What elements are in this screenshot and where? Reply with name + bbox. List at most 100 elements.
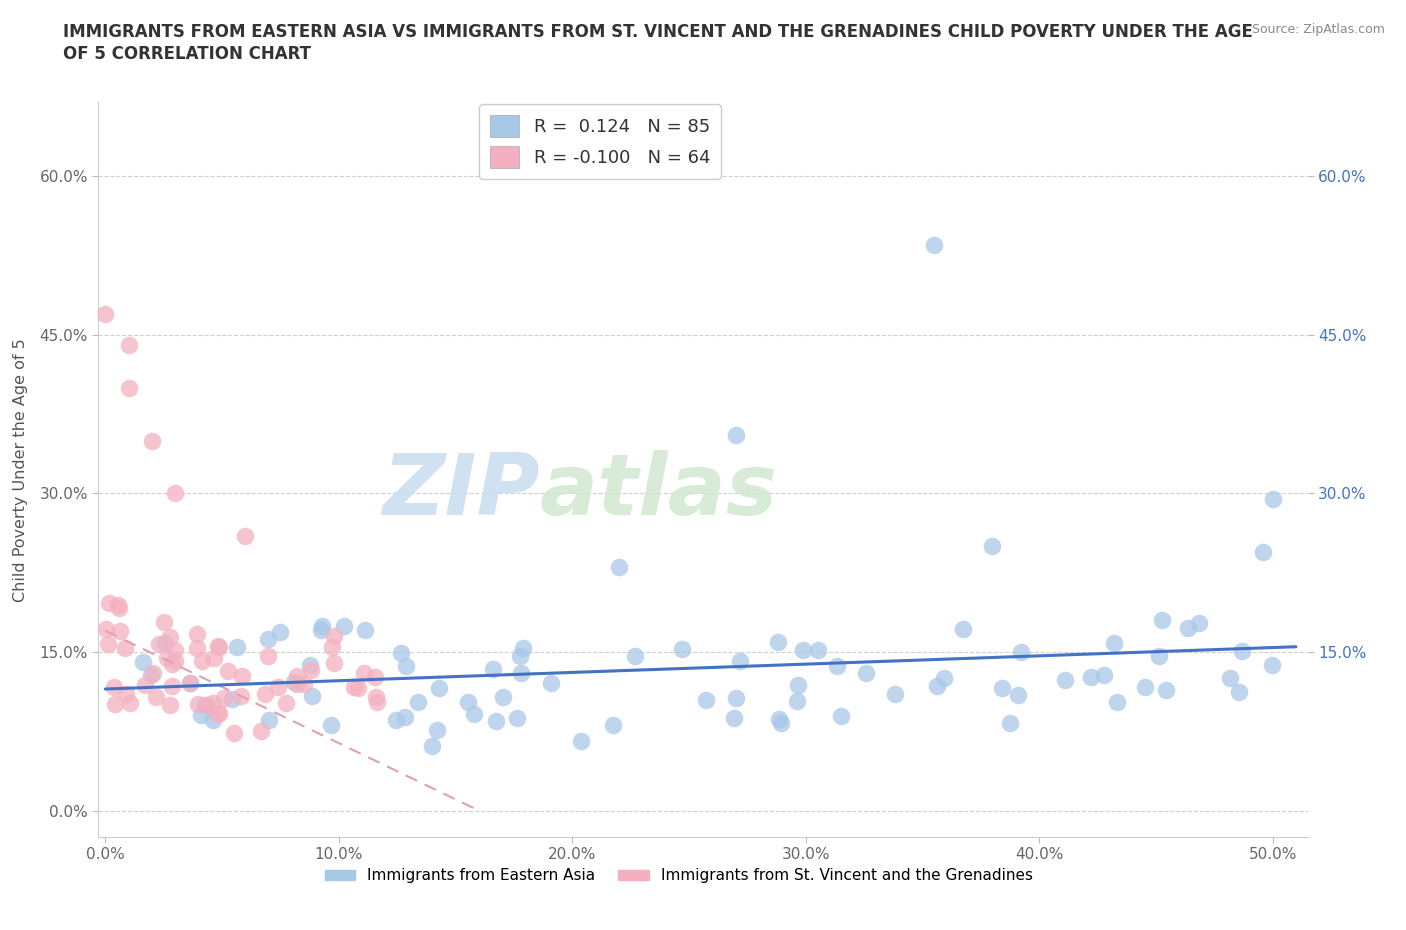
Point xyxy=(1007,687,1029,702)
Point xyxy=(319,717,342,732)
Point xyxy=(1133,680,1156,695)
Point xyxy=(406,695,429,710)
Point xyxy=(97,636,120,651)
Point xyxy=(186,640,208,655)
Point xyxy=(153,635,176,650)
Point xyxy=(1102,635,1125,650)
Point xyxy=(512,641,534,656)
Point xyxy=(1150,613,1173,628)
Text: OF 5 CORRELATION CHART: OF 5 CORRELATION CHART xyxy=(63,45,311,62)
Point xyxy=(1230,643,1253,658)
Point xyxy=(323,656,346,671)
Point xyxy=(187,697,209,711)
Point xyxy=(217,664,239,679)
Point xyxy=(163,653,186,668)
Point xyxy=(115,686,138,701)
Point xyxy=(1092,668,1115,683)
Point xyxy=(179,676,201,691)
Point xyxy=(269,624,291,639)
Text: Source: ZipAtlas.com: Source: ZipAtlas.com xyxy=(1251,23,1385,36)
Point xyxy=(197,698,219,712)
Point xyxy=(769,715,792,730)
Point xyxy=(256,631,278,646)
Point xyxy=(426,723,449,737)
Point xyxy=(141,668,163,683)
Text: atlas: atlas xyxy=(540,450,778,533)
Point xyxy=(491,689,513,704)
Point xyxy=(141,433,163,448)
Point xyxy=(132,655,155,670)
Point xyxy=(998,716,1021,731)
Point xyxy=(229,688,252,703)
Point xyxy=(285,677,308,692)
Y-axis label: Child Poverty Under the Age of 5: Child Poverty Under the Age of 5 xyxy=(14,338,28,602)
Point xyxy=(981,538,1004,553)
Point xyxy=(159,698,181,712)
Point xyxy=(624,648,647,663)
Point xyxy=(207,638,229,653)
Point xyxy=(186,627,208,642)
Point xyxy=(107,598,129,613)
Point xyxy=(927,679,949,694)
Point xyxy=(463,707,485,722)
Point xyxy=(94,622,117,637)
Point xyxy=(142,665,165,680)
Point xyxy=(145,689,167,704)
Point xyxy=(323,629,346,644)
Point xyxy=(353,623,375,638)
Point xyxy=(509,648,531,663)
Point xyxy=(257,713,280,728)
Point xyxy=(226,640,249,655)
Point xyxy=(728,654,751,669)
Point xyxy=(120,696,142,711)
Point xyxy=(825,658,848,673)
Point xyxy=(108,624,131,639)
Point xyxy=(103,697,125,711)
Point xyxy=(256,649,278,664)
Point xyxy=(134,677,156,692)
Point xyxy=(118,338,141,352)
Point xyxy=(420,738,443,753)
Point xyxy=(191,654,214,669)
Point xyxy=(806,643,828,658)
Point xyxy=(786,694,808,709)
Point xyxy=(148,637,170,652)
Point xyxy=(97,595,120,610)
Point xyxy=(208,706,231,721)
Point xyxy=(221,691,243,706)
Point xyxy=(1227,684,1250,699)
Point xyxy=(934,671,956,685)
Point xyxy=(165,643,187,658)
Point xyxy=(321,640,343,655)
Point xyxy=(1251,544,1274,559)
Point xyxy=(160,678,183,693)
Point xyxy=(922,237,945,252)
Point xyxy=(1261,491,1284,506)
Point xyxy=(118,380,141,395)
Point xyxy=(1105,695,1128,710)
Point xyxy=(1219,671,1241,685)
Point xyxy=(671,642,693,657)
Point xyxy=(366,695,388,710)
Point xyxy=(724,428,747,443)
Point xyxy=(332,618,354,633)
Point xyxy=(202,696,225,711)
Point xyxy=(1054,672,1077,687)
Point xyxy=(457,695,479,710)
Point xyxy=(787,677,810,692)
Point xyxy=(94,306,117,321)
Point xyxy=(1080,670,1102,684)
Point xyxy=(952,621,974,636)
Point xyxy=(165,486,187,501)
Point xyxy=(385,712,408,727)
Point xyxy=(607,560,630,575)
Point xyxy=(311,618,333,633)
Point xyxy=(364,670,387,684)
Point xyxy=(108,600,131,615)
Point xyxy=(301,689,323,704)
Point xyxy=(509,666,531,681)
Point xyxy=(298,658,321,673)
Point xyxy=(427,681,450,696)
Point xyxy=(353,665,375,680)
Point xyxy=(103,679,125,694)
